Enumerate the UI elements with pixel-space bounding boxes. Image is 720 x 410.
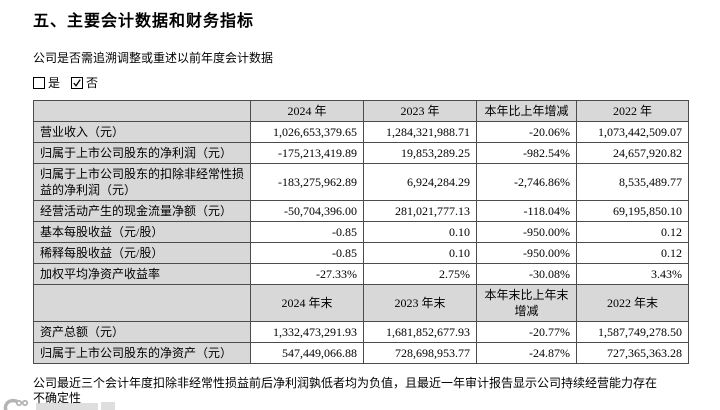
option-no-label: 否 — [86, 76, 99, 90]
cell-value: -20.77% — [476, 321, 577, 343]
row-weighted-roe: 加权平均净资产收益率 -27.33% 2.75% -30.08% 3.43% — [33, 263, 689, 285]
cell-value: -50,704,396.00 — [250, 200, 364, 222]
corner-cell — [33, 284, 251, 322]
cell-value: 69,195,850.10 — [576, 200, 689, 222]
checkbox-unchecked-icon — [33, 77, 45, 89]
cell-value: 0.10 — [363, 242, 477, 264]
cell-value: 0.12 — [576, 221, 689, 243]
cell-value: 281,021,777.13 — [363, 200, 477, 222]
row-label: 基本每股收益（元/股） — [33, 221, 251, 243]
row-diluted-eps: 稀释每股收益（元/股） -0.85 0.10 -950.00% 0.12 — [33, 242, 689, 264]
cell-value: 1,681,852,677.93 — [363, 321, 477, 343]
section-title: 五、主要会计数据和财务指标 — [33, 11, 255, 30]
watermark-mark — [36, 403, 98, 410]
cell-value: -982.54% — [476, 142, 577, 164]
row-label: 归属于上市公司股东的净利润（元） — [33, 142, 251, 164]
financial-indicators-table: 2024 年 2023 年 本年比上年增减 2022 年 营业收入（元） 1,0… — [33, 100, 689, 364]
cell-value: 1,332,473,291.93 — [250, 321, 364, 343]
checkbox-checked-icon — [71, 77, 84, 89]
cell-value: -175,213,419.89 — [250, 142, 364, 164]
cell-value: 3.43% — [576, 263, 689, 285]
row-net-assets: 归属于上市公司股东的净资产（元） 547,449,066.88 728,698,… — [33, 342, 689, 364]
column-header: 2022 年 — [576, 100, 689, 122]
row-label: 归属于上市公司股东的净资产（元） — [33, 342, 251, 364]
option-no: 否 — [71, 76, 98, 90]
cell-value: -950.00% — [476, 221, 577, 243]
cell-value: -27.33% — [250, 263, 364, 285]
row-label: 资产总额（元） — [33, 321, 251, 343]
restate-question: 公司是否需追溯调整或重述以前年度会计数据 — [33, 51, 274, 65]
cell-value: -0.85 — [250, 221, 364, 243]
cell-value: 727,365,363.28 — [576, 342, 689, 364]
row-label: 营业收入（元） — [33, 121, 251, 143]
cell-value: -30.08% — [476, 263, 577, 285]
column-header: 2024 年末 — [250, 284, 364, 322]
cell-value: 1,073,442,509.07 — [576, 121, 689, 143]
cell-value: 2.75% — [363, 263, 477, 285]
restate-answer: 是 否 — [33, 76, 720, 90]
row-operating-revenue: 营业收入（元） 1,026,653,379.65 1,284,321,988.7… — [33, 121, 689, 143]
row-label: 归属于上市公司股东的扣除非经常性损益的净利润（元） — [33, 163, 251, 201]
column-header: 2023 年 — [363, 100, 477, 122]
column-header: 2023 年末 — [363, 284, 477, 322]
option-yes-label: 是 — [48, 76, 61, 90]
row-label: 稀释每股收益（元/股） — [33, 242, 251, 264]
cell-value: 547,449,066.88 — [250, 342, 364, 364]
cell-value: 24,657,920.82 — [576, 142, 689, 164]
cell-value: 728,698,953.77 — [363, 342, 477, 364]
cell-value: -20.06% — [476, 121, 577, 143]
column-header: 本年末比上年末增减 — [476, 284, 577, 322]
cell-value: -118.04% — [476, 200, 577, 222]
row-total-assets: 资产总额（元） 1,332,473,291.93 1,681,852,677.9… — [33, 321, 689, 343]
row-net-profit: 归属于上市公司股东的净利润（元） -175,213,419.89 19,853,… — [33, 142, 689, 164]
table-header-year-end: 2024 年末 2023 年末 本年末比上年末增减 2022 年末 — [33, 284, 689, 322]
watermark-mark — [101, 402, 115, 410]
cell-value: -2,746.86% — [476, 163, 577, 201]
going-concern-note: 公司最近三个会计年度扣除非经常性损益前后净利润孰低者均为负值，且最近一年审计报告… — [33, 376, 658, 405]
cell-value: 1,026,653,379.65 — [250, 121, 364, 143]
cell-value: 6,924,284.29 — [363, 163, 477, 201]
column-header: 2022 年末 — [576, 284, 689, 322]
column-header: 2024 年 — [250, 100, 364, 122]
cell-value: -183,275,962.89 — [250, 163, 364, 201]
option-yes: 是 — [33, 76, 60, 90]
row-basic-eps: 基本每股收益（元/股） -0.85 0.10 -950.00% 0.12 — [33, 221, 689, 243]
row-net-profit-deducted: 归属于上市公司股东的扣除非经常性损益的净利润（元） -183,275,962.8… — [33, 163, 689, 201]
watermark-logo-icon — [2, 397, 32, 410]
cell-value: -0.85 — [250, 242, 364, 264]
column-header: 本年比上年增减 — [476, 100, 577, 122]
cell-value: -950.00% — [476, 242, 577, 264]
table-header-annual: 2024 年 2023 年 本年比上年增减 2022 年 — [33, 100, 689, 122]
cell-value: -24.87% — [476, 342, 577, 364]
row-label: 加权平均净资产收益率 — [33, 263, 251, 285]
cell-value: 1,284,321,988.71 — [363, 121, 477, 143]
cell-value: 0.12 — [576, 242, 689, 264]
corner-cell — [33, 100, 251, 122]
row-operating-cash-flow: 经营活动产生的现金流量净额（元） -50,704,396.00 281,021,… — [33, 200, 689, 222]
cell-value: 19,853,289.25 — [363, 142, 477, 164]
row-label: 经营活动产生的现金流量净额（元） — [33, 200, 251, 222]
cell-value: 0.10 — [363, 221, 477, 243]
cell-value: 1,587,749,278.50 — [576, 321, 689, 343]
cell-value: 8,535,489.77 — [576, 163, 689, 201]
report-page: 五、主要会计数据和财务指标 公司是否需追溯调整或重述以前年度会计数据 是 否 2… — [0, 12, 720, 410]
